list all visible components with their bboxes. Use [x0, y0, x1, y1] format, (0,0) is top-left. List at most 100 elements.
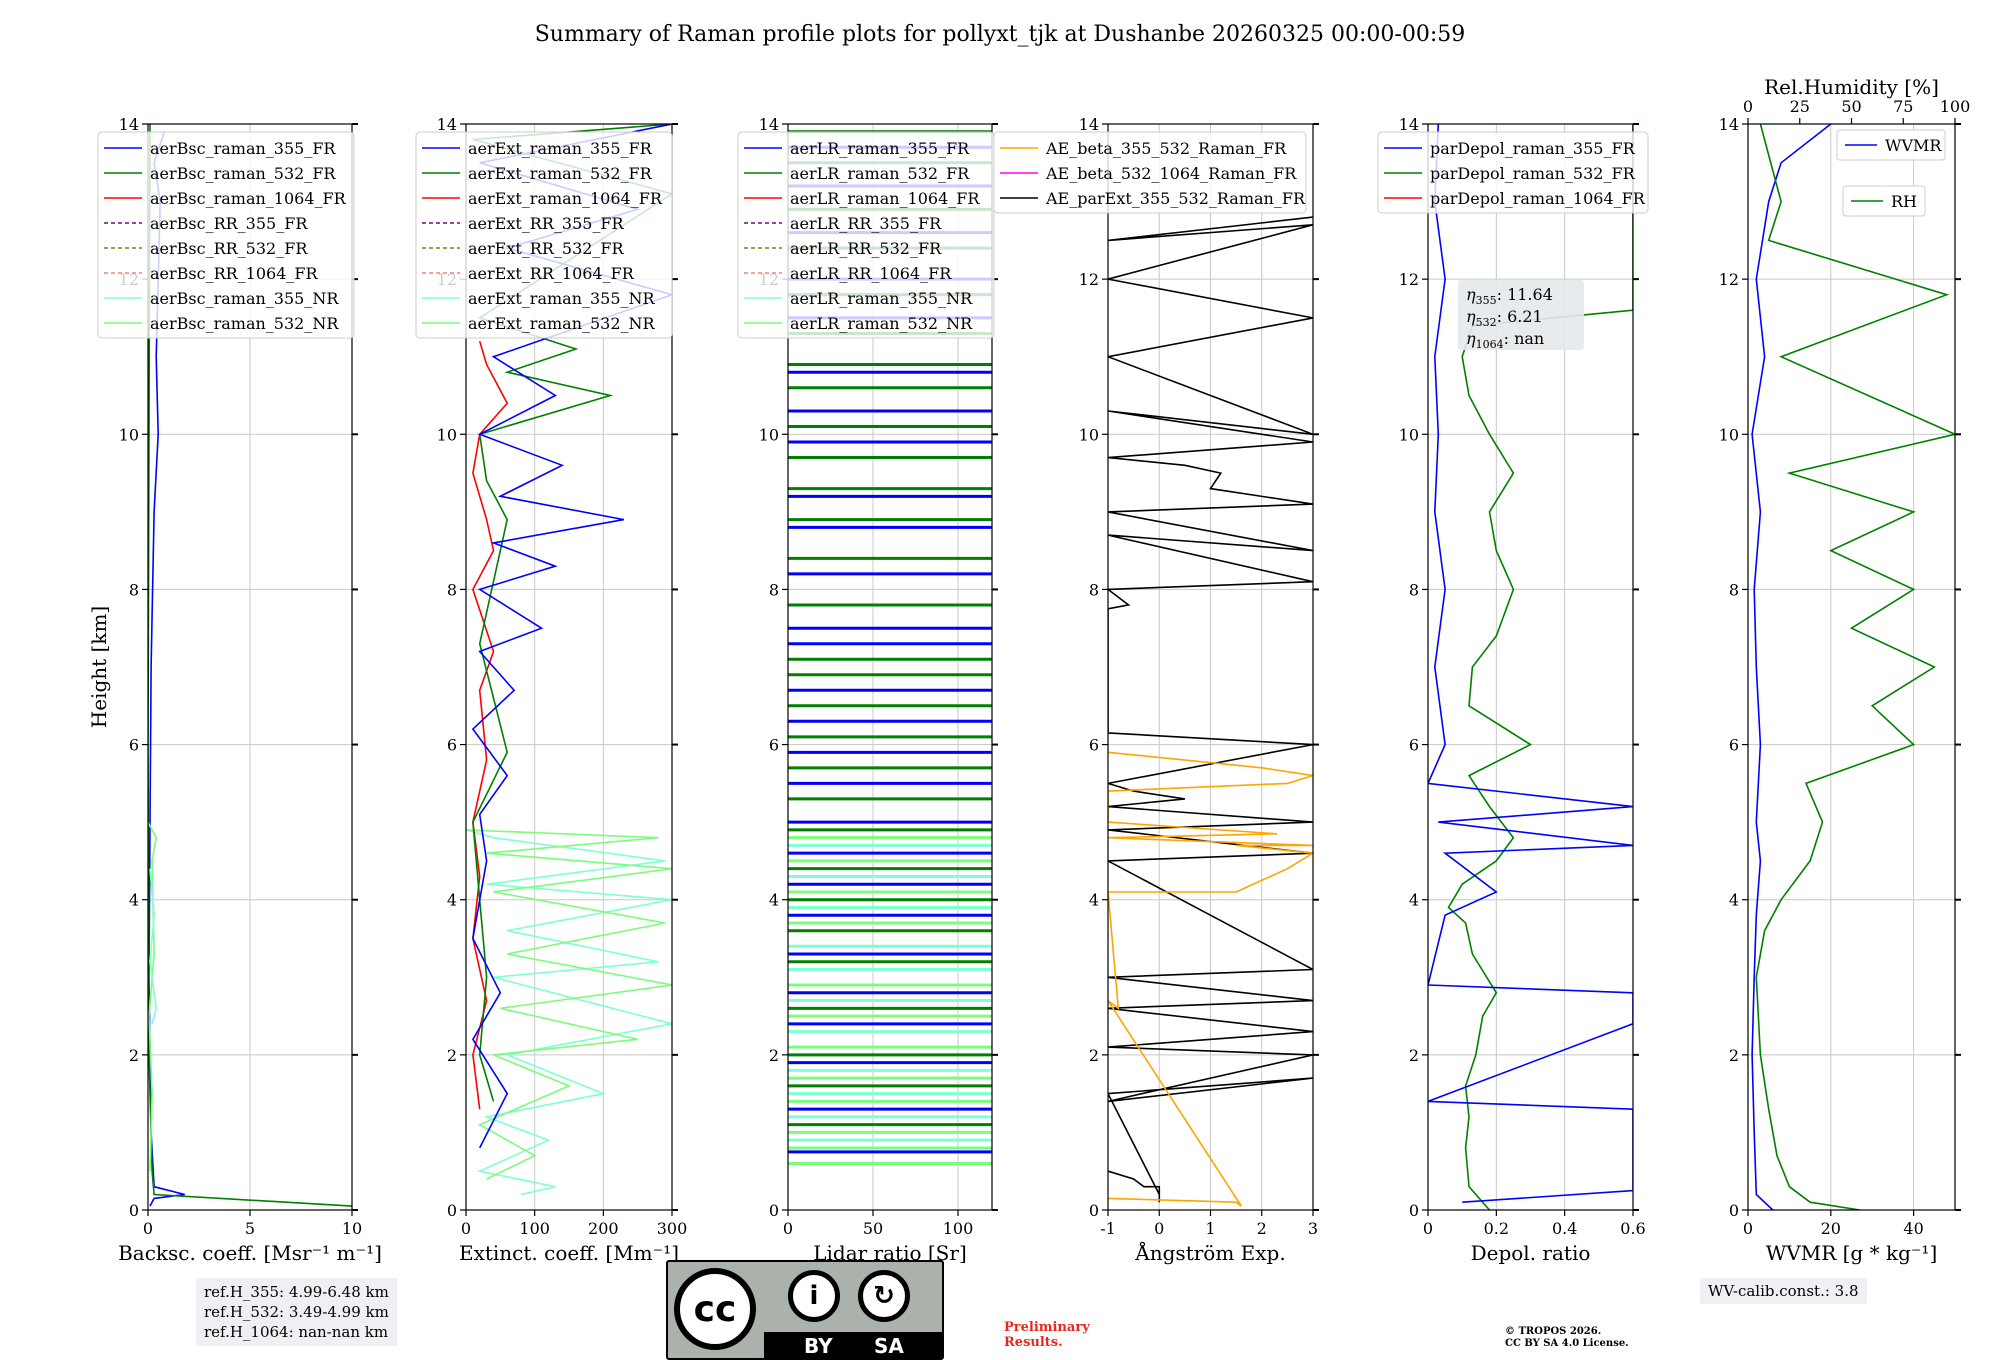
copyright-note: © TROPOS 2026. CC BY SA 4.0 License. [1505, 1326, 1629, 1350]
y-tick-label: 8 [1409, 580, 1419, 599]
series-aerBsc_raman_532_FR [148, 124, 352, 1207]
eta-subscript: 1064 [1476, 338, 1504, 351]
legend-label: RH [1891, 192, 1917, 211]
y-tick-label: 14 [1079, 115, 1099, 134]
x-axis-label: Ångström Exp. [1134, 1240, 1285, 1265]
series-aerExt_raman_355_NR [466, 829, 672, 1196]
series-aerBsc_raman_532_NR [148, 821, 158, 1172]
legend-ae: AE_beta_355_532_Raman_FR AE_beta_532_1064… [993, 131, 1307, 214]
y-tick-label: 12 [1719, 270, 1739, 289]
series-WVMR [1751, 124, 1832, 1210]
reference-height-box: ref.H_355: 4.99-6.48 km ref.H_532: 3.49-… [196, 1278, 397, 1346]
legend-label: aerBsc_raman_355_NR [150, 289, 339, 308]
legend-label: aerExt_RR_355_FR [468, 214, 625, 233]
y-tick-label: 14 [119, 115, 139, 134]
x-tick-label: 300 [657, 1219, 688, 1238]
series-aerLR_raman_355_NR [788, 843, 992, 1142]
panel-bsc: 024681012140510Backsc. coeff. [Msr⁻¹ m⁻¹… [97, 115, 382, 1265]
legend-label: aerLR_raman_355_FR [790, 139, 970, 158]
panel-depol: 0 2 4 6 8 10 12 14 0 0.2 0.4 0.6 Depol. ratio parDepo… [1377, 115, 1649, 1265]
y-tick-label: 0 [447, 1201, 457, 1220]
x-tick-label: 0.2 [1484, 1219, 1509, 1238]
y-tick-label: 2 [1729, 1046, 1739, 1065]
y-tick-label: 14 [437, 115, 457, 134]
legend-label: aerExt_raman_355_NR [468, 289, 656, 308]
legend-box [1377, 131, 1649, 214]
y-tick-label: 14 [1719, 115, 1739, 134]
legend-label: aerBsc_RR_355_FR [150, 214, 308, 233]
legend-box [737, 131, 995, 339]
legend-RH: RH [1842, 185, 1926, 217]
legend-box [1836, 129, 1946, 161]
y-tick-label: 0 [1409, 1201, 1419, 1220]
y-tick-label: 2 [1089, 1046, 1099, 1065]
x-tick-label: 0 [783, 1219, 793, 1238]
legend-label: aerExt_raman_355_FR [468, 139, 653, 158]
x-tick-label: 10 [342, 1219, 362, 1238]
y-tick-label: 4 [1409, 891, 1419, 910]
x-axis-label: Extinct. coeff. [Mm⁻¹] [459, 1241, 679, 1265]
eta-subscript: 355 [1476, 294, 1497, 307]
top-x-tick-label: 50 [1841, 97, 1861, 116]
y-tick-label: 14 [1399, 115, 1419, 134]
y-tick-label: 4 [447, 891, 457, 910]
eta-line: η1064: nan [1466, 329, 1544, 351]
top-x-tick-label: 0 [1743, 97, 1753, 116]
panel-lr: 02468101214050100Lidar ratio [Sr]aerLR_r… [737, 115, 998, 1265]
x-tick-label: 40 [1903, 1219, 1923, 1238]
x-tick-label: 50 [863, 1219, 883, 1238]
x-tick-label: 20 [1821, 1219, 1841, 1238]
legend-box [1842, 185, 1926, 217]
y-tick-label: 0 [1089, 1201, 1099, 1220]
legend-label: aerExt_raman_1064_FR [468, 189, 663, 208]
series-parDepol_raman_532_FR [1447, 124, 1633, 1210]
y-tick-label: 4 [769, 891, 779, 910]
axes-frame [787, 123, 993, 1211]
top-x-tick-label: 100 [1940, 97, 1971, 116]
series-aerLR_raman_532_NR [788, 836, 992, 1165]
x-tick-label: 2 [1257, 1219, 1267, 1238]
y-tick-label: 10 [119, 425, 139, 444]
y-tick-label: 10 [1399, 425, 1419, 444]
y-tick-label: 8 [1729, 580, 1739, 599]
ref-height-532: ref.H_532: 3.49-4.99 km [204, 1303, 389, 1321]
y-tick-label: 10 [437, 425, 457, 444]
top-x-tick-label: 75 [1893, 97, 1913, 116]
axes-frame [465, 123, 673, 1211]
axes-frame [1747, 123, 1956, 1211]
y-tick-label: 8 [1089, 580, 1099, 599]
x-tick-label: 0 [461, 1219, 471, 1238]
eta-line: η355: 11.64 [1466, 285, 1553, 307]
legend-lr: aerLR_raman_355_FR aerLR_raman_532_FR aerL… [737, 131, 995, 339]
x-tick-label: 1 [1205, 1219, 1215, 1238]
y-tick-label: 6 [1729, 736, 1739, 755]
x-tick-label: 200 [588, 1219, 619, 1238]
y-tick-label: 12 [1399, 270, 1419, 289]
y-tick-label: 14 [759, 115, 779, 134]
x-tick-label: 0.6 [1620, 1219, 1645, 1238]
eta-subscript: 532 [1476, 316, 1497, 329]
y-tick-label: 12 [1079, 270, 1099, 289]
plot-area-lr [788, 130, 992, 1165]
attribution-icon: i [788, 1270, 840, 1322]
legend-WVMR: WVMR [1836, 129, 1946, 161]
panel-ext: 024681012140100200300Extinct. coeff. [Mm… [415, 115, 688, 1265]
axes-frame [1427, 123, 1634, 1211]
plot-area-depol [1428, 124, 1633, 1210]
legend-label: aerLR_raman_532_FR [790, 164, 970, 183]
preliminary-line-2: Results. [1004, 1335, 1063, 1350]
x-tick-label: 0 [1154, 1219, 1164, 1238]
legend-label: aerBsc_raman_532_NR [150, 314, 339, 333]
eta-symbol: η [1466, 307, 1476, 326]
y-tick-label: 2 [769, 1046, 779, 1065]
legend-box [993, 131, 1307, 214]
x-tick-label: 0 [1423, 1219, 1433, 1238]
figure-title: Summary of Raman profile plots for polly… [534, 22, 1466, 47]
legend-label: aerBsc_RR_1064_FR [150, 264, 319, 283]
y-tick-label: 2 [447, 1046, 457, 1065]
copyright-line-1: © TROPOS 2026. [1505, 1326, 1602, 1337]
